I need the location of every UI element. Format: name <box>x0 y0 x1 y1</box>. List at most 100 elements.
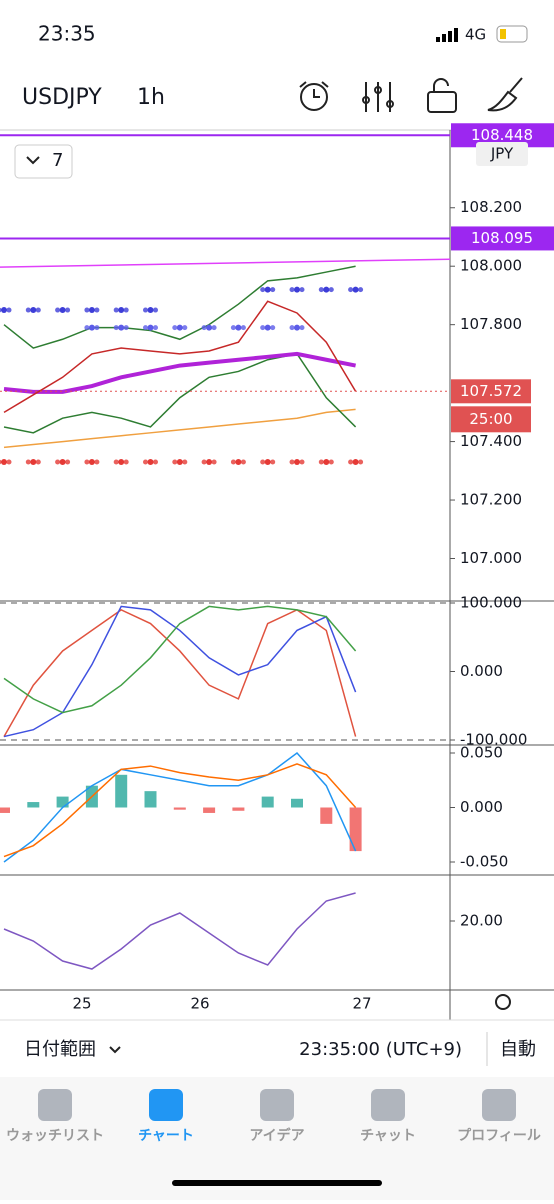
dot-fill <box>94 459 100 465</box>
trendline <box>0 258 450 268</box>
y-tick-label: 0.050 <box>460 744 503 762</box>
dot-fill <box>123 459 129 465</box>
dot <box>59 307 66 314</box>
dot <box>294 459 300 466</box>
date-range[interactable]: 日付範囲 <box>24 1039 96 1060</box>
series-line <box>3 605 357 738</box>
tab-icon[interactable] <box>371 1089 405 1121</box>
tab-label[interactable]: チャート <box>138 1128 194 1144</box>
dot <box>1 459 7 466</box>
dot-fill <box>0 307 2 313</box>
settings-icon[interactable] <box>495 994 511 1010</box>
indicator-toggle[interactable] <box>14 144 73 179</box>
y-tick-label: 0.000 <box>460 662 503 680</box>
dot-fill <box>182 325 188 331</box>
battery <box>496 25 528 43</box>
histogram-bar <box>0 807 10 813</box>
dot-fill <box>172 325 178 331</box>
dot-fill <box>113 459 119 465</box>
countdown-box <box>451 406 531 433</box>
y-tick-label: 107.000 <box>460 549 522 567</box>
dot <box>88 459 95 466</box>
currency: JPY <box>490 145 514 163</box>
dot-fill <box>6 307 12 313</box>
dot <box>352 286 359 293</box>
battery-level <box>500 29 506 39</box>
histogram-bar <box>115 774 128 808</box>
x-tick-label: 25 <box>72 995 91 1013</box>
tab-icon[interactable] <box>260 1089 294 1121</box>
symbol[interactable]: USDJPY <box>22 85 102 110</box>
series-line <box>3 265 356 349</box>
dot-fill <box>65 307 71 313</box>
y-tick-label: 107.200 <box>460 491 522 509</box>
tab-label[interactable]: ウォッチリスト <box>6 1128 104 1144</box>
dot-fill <box>113 307 119 313</box>
dot <box>59 459 66 466</box>
series-line <box>3 300 357 413</box>
dot <box>88 324 95 331</box>
x-tick-label: 27 <box>352 995 371 1013</box>
dot <box>206 324 213 331</box>
histogram-bar <box>173 807 186 810</box>
dot-fill <box>318 459 324 465</box>
y-tick-label: -100.000 <box>460 731 527 749</box>
scale-mode[interactable]: 自動 <box>500 1039 536 1060</box>
dot-fill <box>84 325 90 331</box>
dot <box>1 307 7 314</box>
dot-fill <box>260 459 266 465</box>
dot <box>323 459 330 466</box>
y-tick-label: 0.000 <box>460 798 503 816</box>
dot-fill <box>143 325 148 331</box>
dot-fill <box>143 307 148 313</box>
dot-fill <box>0 459 2 465</box>
dot <box>147 459 154 466</box>
dot <box>323 286 330 293</box>
dot <box>235 324 242 331</box>
indicator-count[interactable]: 7 <box>52 150 63 171</box>
last-price: 107.572 <box>460 382 522 400</box>
countdown: 25:00 <box>469 410 512 428</box>
dot <box>264 286 271 293</box>
dot-fill <box>94 307 100 313</box>
dot <box>147 307 154 314</box>
dot-fill <box>6 459 12 465</box>
dot-fill <box>358 287 364 293</box>
dot-fill <box>230 325 236 331</box>
dot-fill <box>348 459 354 465</box>
dot-fill <box>299 459 305 465</box>
dot-fill <box>358 459 364 465</box>
tab-icon[interactable] <box>38 1089 72 1121</box>
tab-label[interactable]: チャット <box>360 1128 416 1144</box>
series-line <box>3 763 357 858</box>
dot-fill <box>270 287 276 293</box>
dot <box>118 324 125 331</box>
tab-label[interactable]: プロフィール <box>457 1128 541 1144</box>
dot-fill <box>25 307 31 313</box>
dot-fill <box>289 325 295 331</box>
tab-icon[interactable] <box>149 1089 183 1121</box>
pane <box>3 892 356 970</box>
dot <box>294 324 300 331</box>
dot-fill <box>123 307 129 313</box>
currency-box <box>476 142 528 166</box>
dot-fill <box>230 459 236 465</box>
histogram-bar <box>27 802 40 808</box>
dot-fill <box>270 459 276 465</box>
interval[interactable]: 1h <box>137 85 165 110</box>
dot-fill <box>240 459 246 465</box>
dot <box>235 459 242 466</box>
header-icons[interactable] <box>299 77 523 113</box>
dot-fill <box>260 287 266 293</box>
dot <box>118 307 125 314</box>
dot-fill <box>153 325 158 331</box>
dot <box>294 286 300 293</box>
chevron <box>26 156 40 165</box>
tab-icon[interactable] <box>482 1089 516 1121</box>
tab-label[interactable]: アイデア <box>249 1127 304 1144</box>
dot-fill <box>143 459 148 465</box>
dot-fill <box>123 325 129 331</box>
histogram-bar <box>349 807 362 852</box>
dot <box>176 324 183 331</box>
